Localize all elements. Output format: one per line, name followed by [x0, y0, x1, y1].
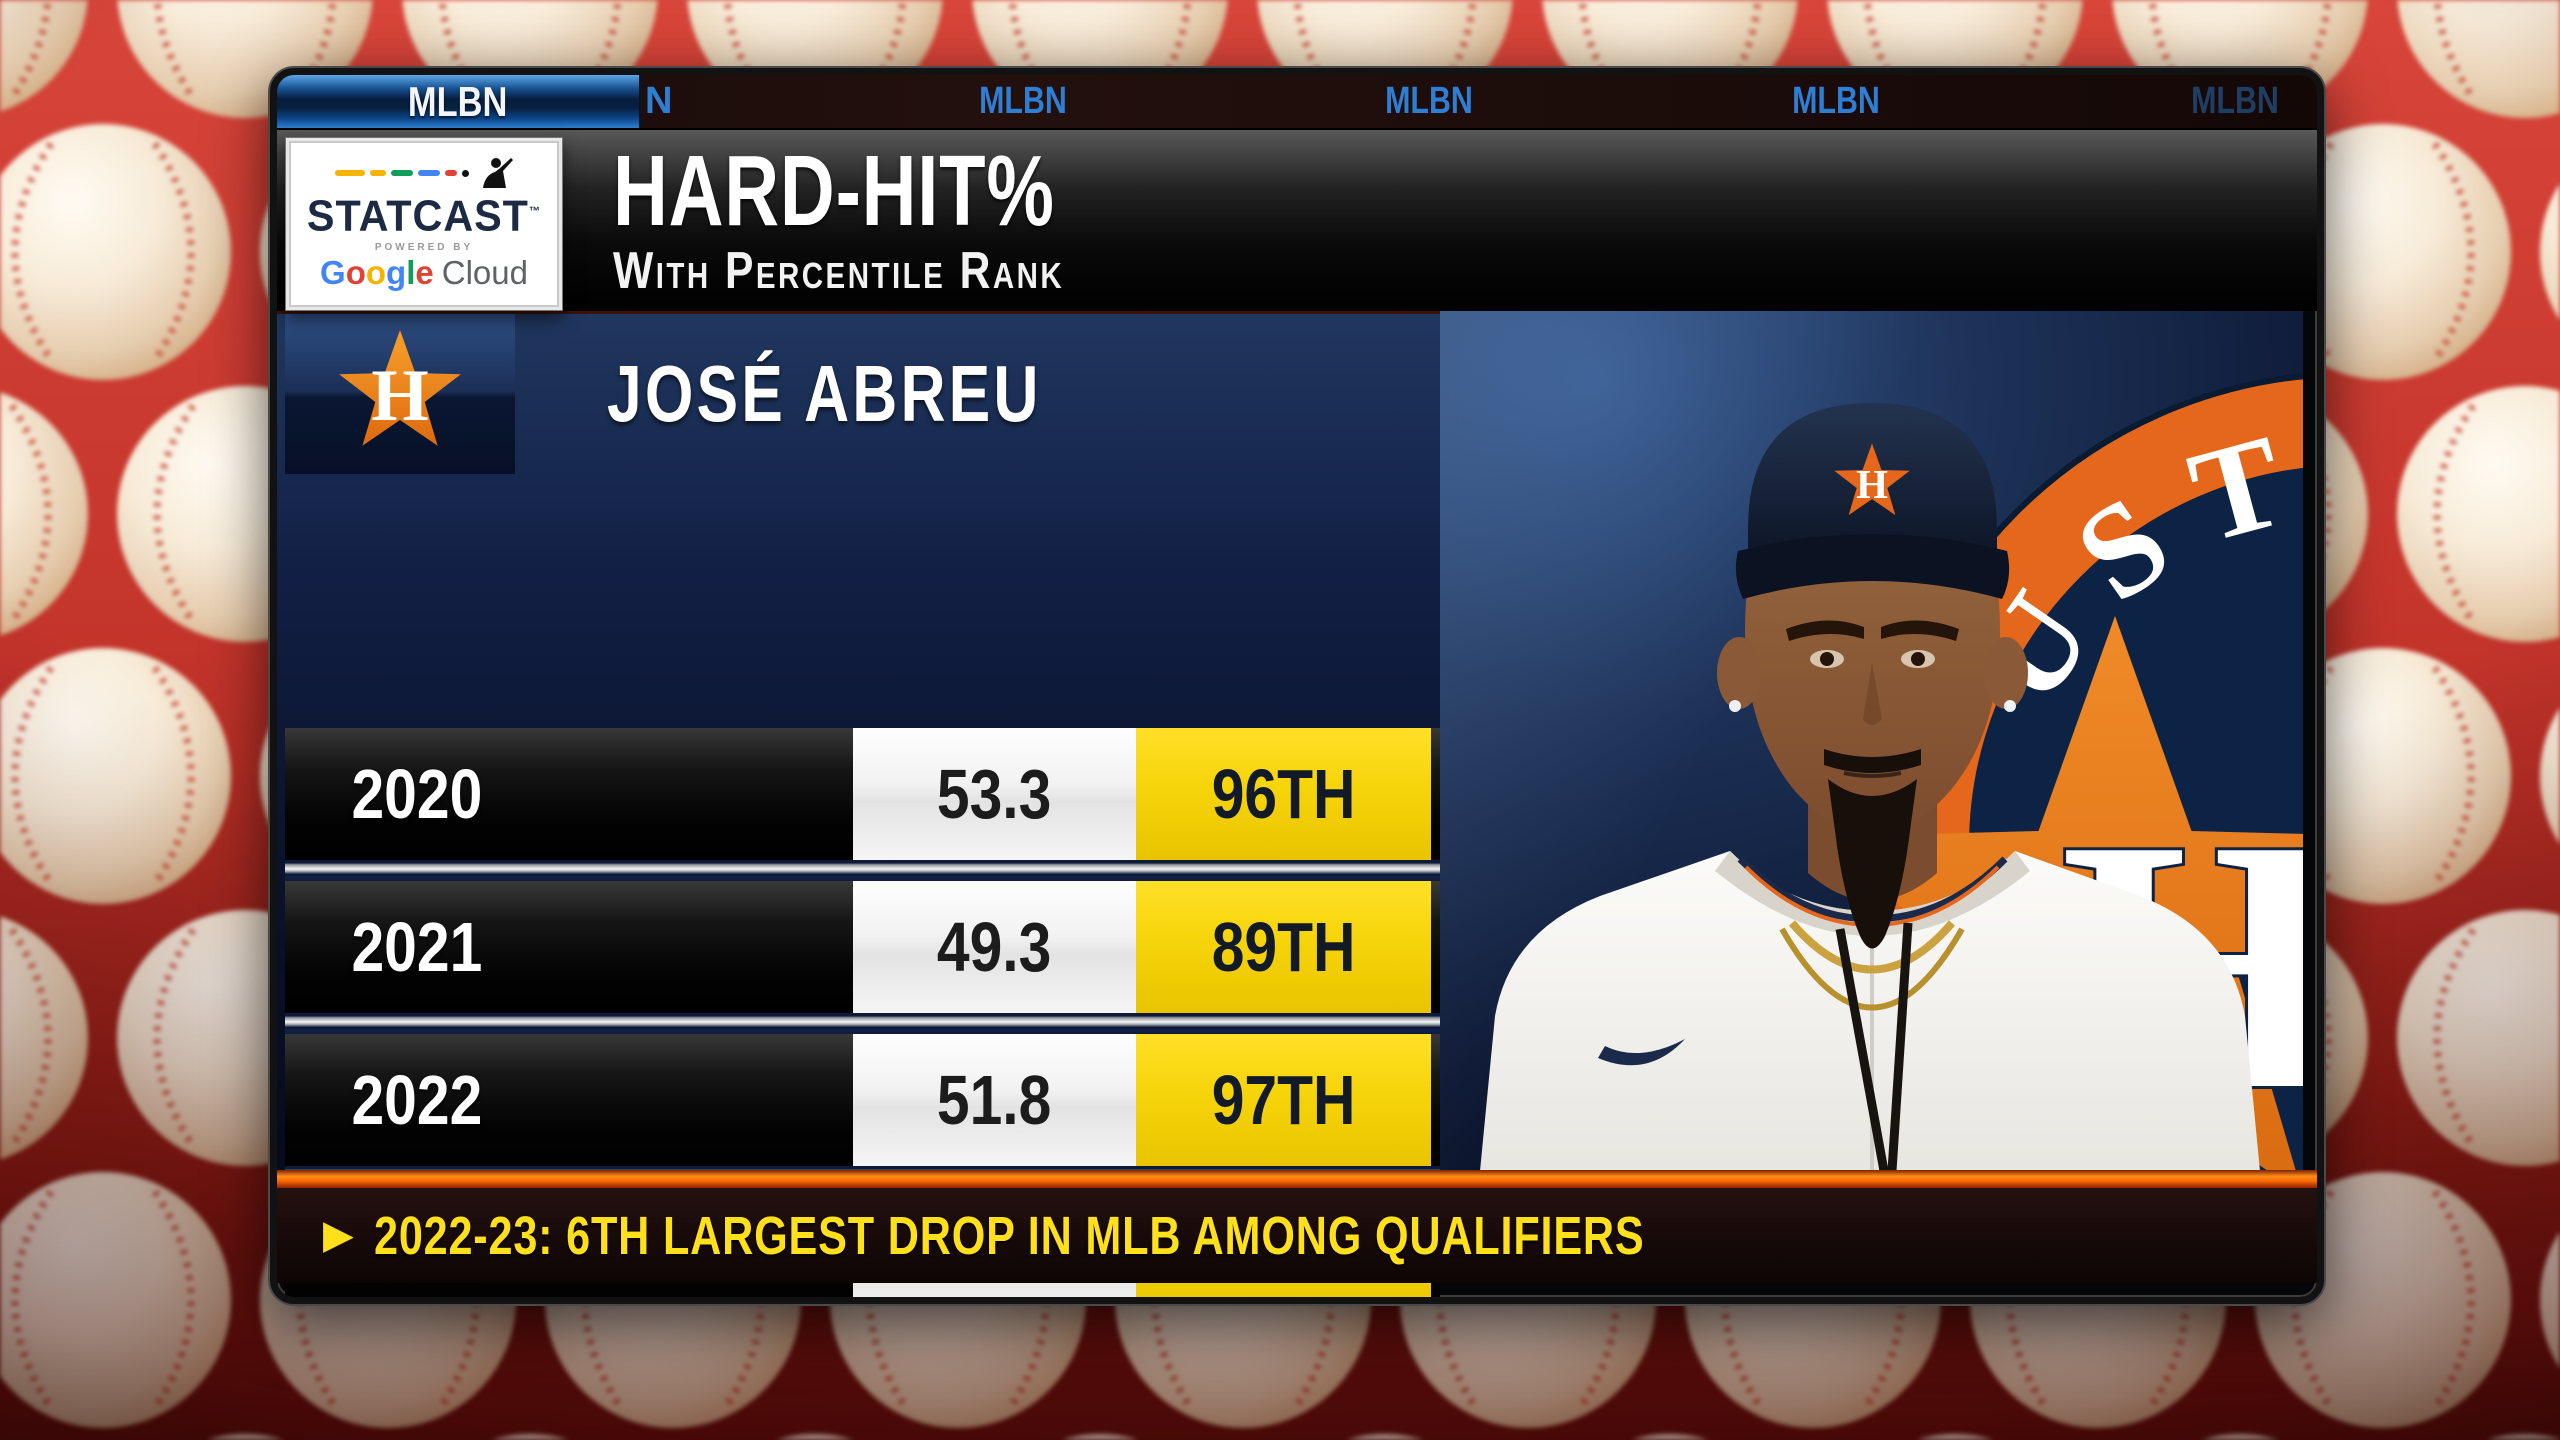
mlbn-clipped-letter: N [645, 80, 673, 122]
header-bar: HARD-HIT% With Percentile Rank [277, 130, 2317, 311]
percentile-cell: 96TH [1136, 728, 1431, 860]
statcast-logo: STATCAST™ POWERED BY Google Cloud [285, 137, 563, 311]
page-subtitle: With Percentile Rank [613, 242, 1065, 300]
svg-text:H: H [1856, 462, 1888, 507]
statcast-wordmark: STATCAST™ [306, 191, 542, 241]
svg-text:H: H [371, 355, 429, 437]
player-name: JOSÉ ABREU [607, 349, 1042, 438]
value-cell: 53.3 [853, 728, 1136, 860]
player-portrait: H [1480, 403, 2260, 1170]
astros-logo: H [285, 314, 515, 474]
orange-divider-bar [277, 1170, 2317, 1188]
table-row: 2020 53.3 96TH [285, 728, 1440, 860]
mlbn-watermark: MLBN [1385, 80, 1473, 122]
astros-star-h-icon: H [339, 330, 461, 446]
powered-by-label: POWERED BY [374, 241, 474, 253]
mlbn-active-badge: MLBN [277, 75, 641, 128]
year-cell: 2020 [351, 755, 483, 833]
mlbn-watermark: MLBN [2191, 80, 2279, 122]
note-bullet-icon: ▶ [323, 1213, 354, 1257]
stat-content-area: H JOSÉ ABREU 2020 53.3 96TH 2021 49.3 89… [277, 311, 1440, 1297]
table-row: 2021 49.3 89TH [285, 881, 1440, 1013]
statcast-trail-icon [286, 158, 562, 188]
table-row: 2022 51.8 97TH [285, 1034, 1440, 1166]
player-photo: USTON H [1440, 311, 2303, 1170]
year-cell: 2021 [351, 908, 483, 986]
value-cell: 51.8 [853, 1034, 1136, 1166]
google-cloud-logo: Google Cloud [320, 253, 528, 291]
statcast-panel: MLBN N MLBN MLBN MLBN MLBN HARD-HIT% Wit… [270, 68, 2324, 1304]
mlbn-watermark: MLBN [979, 80, 1067, 122]
percentile-cell: 89TH [1136, 881, 1431, 1013]
mlbn-watermark-strip: MLBN N MLBN MLBN MLBN MLBN [277, 75, 2317, 130]
percentile-cell: 97TH [1136, 1034, 1431, 1166]
year-cell: 2022 [351, 1061, 483, 1139]
footer-note: 2022-23: 6TH LARGEST DROP IN MLB AMONG Q… [373, 1205, 1645, 1266]
mlbn-active-label: MLBN [408, 78, 508, 125]
footer-note-bar: ▶ 2022-23: 6TH LARGEST DROP IN MLB AMONG… [277, 1188, 2317, 1283]
value-cell: 49.3 [853, 881, 1136, 1013]
row-divider [285, 860, 1440, 881]
mlbn-watermark: MLBN [1792, 80, 1880, 122]
row-divider [285, 1013, 1440, 1034]
player-header-row: H JOSÉ ABREU [277, 314, 1440, 474]
page-title: HARD-HIT% [613, 135, 1055, 247]
mlb-batter-icon [482, 158, 513, 188]
